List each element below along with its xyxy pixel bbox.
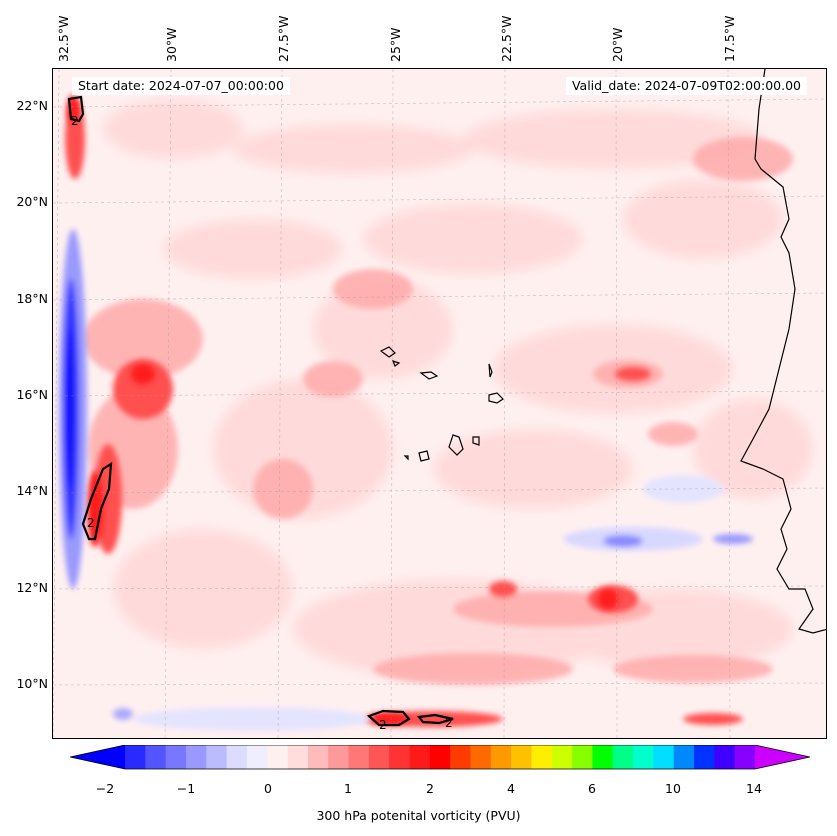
lon-label: 25°W [388, 27, 403, 62]
colorbar-tick: 0 [264, 781, 272, 796]
colorbar-tick: 14 [746, 781, 762, 796]
colorbar-cell [714, 745, 736, 769]
pv-field-max [67, 95, 618, 725]
colorbar-cell [511, 745, 532, 769]
colorbar-max-arrow [755, 745, 810, 769]
lon-label: 30°W [164, 27, 179, 62]
lat-label: 16°N [16, 387, 48, 402]
colorbar-cell [307, 745, 329, 769]
lon-label: 32.5°W [56, 15, 71, 62]
colorbar-cell [165, 745, 187, 769]
colorbar-cell [612, 745, 634, 769]
colorbar-cell [470, 745, 492, 769]
colorbar-cell [328, 745, 350, 769]
lat-label: 14°N [16, 483, 48, 498]
colorbar-cell [429, 745, 451, 769]
colorbar-cell [145, 745, 167, 769]
colorbar-cell [531, 745, 553, 769]
lat-label: 22°N [16, 98, 48, 113]
lat-label: 12°N [16, 580, 48, 595]
pv-field-negative [59, 229, 753, 731]
contour-west [81, 461, 113, 541]
start-date-label: Start date: 2024-07-07_00:00:00 [72, 77, 290, 95]
contour-label: 2 [71, 114, 79, 128]
pv-map: 2 2 2 2 [53, 69, 826, 738]
colorbar-cell [348, 745, 370, 769]
colorbar-tick: 10 [665, 781, 681, 796]
colorbar-cell [633, 745, 654, 769]
colorbar-cell [267, 745, 289, 769]
colorbar-tick: 6 [588, 781, 596, 796]
colorbar-cell [125, 745, 146, 769]
contour-nw [67, 95, 85, 123]
colorbar-outline [70, 745, 810, 770]
colorbar-cell [226, 745, 248, 769]
colorbar-min-arrow [70, 745, 125, 769]
colorbar-cell [694, 745, 715, 769]
colorbar-cell [450, 745, 471, 769]
colorbar-cell [389, 745, 411, 769]
contour-south-2 [416, 713, 454, 725]
colorbar-label: 300 hPa potenital vorticity (PVU) [316, 808, 521, 823]
colorbar-tick: −2 [95, 781, 115, 796]
colorbar-tick: 4 [507, 781, 515, 796]
lat-label: 20°N [16, 194, 48, 209]
lat-label: 10°N [16, 676, 48, 691]
colorbar-cell [287, 745, 309, 769]
colorbar-cell [409, 745, 431, 769]
map-panel: 2 2 2 2 [52, 68, 827, 739]
lon-label: 17.5°W [722, 15, 737, 62]
colorbar-cell [673, 745, 695, 769]
pv-2-contours [67, 95, 454, 727]
colorbar-cell [185, 745, 207, 769]
lon-label: 20°W [610, 27, 625, 62]
contour-label: 2 [87, 516, 95, 530]
colorbar-cell [734, 745, 756, 769]
lat-label: 18°N [16, 291, 48, 306]
lon-label: 27.5°W [276, 15, 291, 62]
contour-label: 2 [445, 716, 453, 730]
colorbar-tick: −1 [176, 781, 196, 796]
colorbar-cells [125, 745, 756, 769]
cape-verde-islands [379, 346, 504, 462]
contour-label: 2 [379, 718, 387, 732]
contour-labels: 2 2 2 2 [71, 114, 453, 732]
coastline [379, 69, 826, 634]
colorbar-cell [368, 745, 390, 769]
colorbar-cell [653, 745, 675, 769]
valid-date-label: Valid_date: 2024-07-09T02:00:00.00 [565, 77, 807, 95]
colorbar-cell [490, 745, 512, 769]
colorbar-cell [246, 745, 268, 769]
colorbar-cell [551, 745, 573, 769]
lon-label: 22.5°W [499, 15, 514, 62]
colorbar-tick: 2 [426, 781, 434, 796]
africa-coast [740, 69, 826, 634]
contour-south-1 [366, 709, 411, 727]
colorbar-cell [592, 745, 614, 769]
colorbar [70, 745, 810, 770]
colorbar-tick: 1 [344, 781, 352, 796]
colorbar-cell [206, 745, 228, 769]
colorbar-cell [572, 745, 593, 769]
graticule [53, 69, 826, 738]
